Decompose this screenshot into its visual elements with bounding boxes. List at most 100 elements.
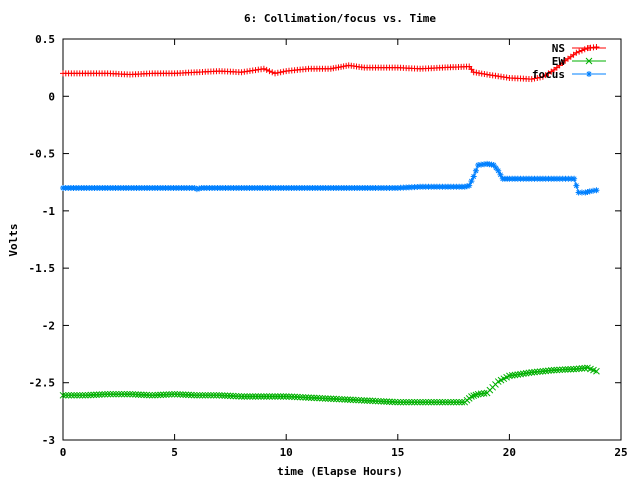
data-point [366, 397, 374, 405]
data-point [112, 390, 120, 398]
data-point [204, 391, 212, 399]
data-point [534, 74, 541, 81]
data-point [430, 398, 438, 406]
data-point [115, 390, 123, 398]
data-point [274, 69, 281, 76]
data-point [508, 372, 516, 379]
data-point [575, 189, 582, 196]
legend-marker [586, 71, 592, 77]
data-point [408, 398, 416, 406]
data-point [497, 171, 504, 178]
data-point [578, 189, 585, 196]
data-point [470, 392, 478, 400]
data-point [372, 397, 379, 405]
data-point [570, 365, 577, 373]
data-point [522, 369, 530, 377]
data-point [79, 391, 86, 399]
data-point [324, 395, 332, 402]
data-point [310, 394, 318, 402]
data-point [313, 394, 321, 402]
data-point [229, 392, 237, 400]
data-point [288, 393, 296, 401]
data-point [271, 393, 279, 400]
series-NS [60, 44, 600, 83]
data-point [584, 188, 591, 195]
data-point [330, 395, 337, 403]
data-point [84, 391, 92, 399]
y-tick-label: 0.5 [35, 33, 55, 46]
data-point [528, 369, 536, 376]
data-point [533, 368, 541, 376]
data-point [157, 391, 165, 399]
data-point [573, 182, 580, 189]
data-point [193, 186, 200, 193]
legend-marker [586, 45, 592, 51]
y-axis-label: Volts [7, 223, 20, 256]
data-point [260, 393, 268, 400]
data-point [252, 393, 259, 400]
data-point [419, 398, 427, 406]
data-point [319, 394, 326, 402]
data-point [207, 391, 215, 399]
data-point [165, 391, 173, 398]
data-point [294, 393, 301, 401]
data-point [470, 173, 477, 180]
data-point [151, 391, 159, 399]
data-point [411, 398, 418, 406]
data-point [266, 68, 273, 75]
data-point [299, 393, 307, 401]
data-point [575, 365, 583, 373]
data-point [176, 391, 184, 398]
x-tick-label: 5 [171, 446, 178, 459]
data-point [397, 398, 404, 406]
plot-frame [62, 38, 622, 441]
data-point [461, 183, 468, 190]
data-point [493, 164, 500, 171]
data-point [227, 392, 234, 400]
data-point [70, 391, 78, 399]
chart-title: 6: Collimation/focus vs. Time [244, 12, 436, 25]
data-point [455, 398, 463, 406]
data-point [210, 391, 218, 399]
data-point [232, 392, 240, 400]
data-point [495, 167, 502, 174]
data-point [559, 366, 566, 374]
data-point [472, 391, 480, 399]
data-point [360, 397, 368, 404]
data-point [466, 182, 473, 189]
x-tick-label: 0 [60, 446, 67, 459]
data-point [564, 366, 572, 373]
data-point [109, 390, 117, 398]
data-point [191, 184, 198, 191]
data-point [215, 391, 223, 399]
data-point [246, 393, 254, 400]
data-point [168, 390, 176, 398]
data-point [274, 393, 282, 400]
axis-ticks: 0 5 10 15 20 25 0.5 0 -0.5 -1 -1.5 -2 -2.5 -3 [29, 33, 628, 459]
data-point [93, 391, 100, 399]
data-point [187, 391, 195, 399]
data-point [536, 368, 544, 375]
data-point [525, 369, 533, 377]
data-point [249, 393, 257, 400]
data-point [458, 398, 466, 406]
data-point [539, 367, 547, 375]
data-point [238, 393, 245, 400]
data-point [405, 398, 413, 406]
data-point [160, 391, 167, 399]
data-point [307, 394, 315, 402]
data-point [73, 391, 81, 399]
data-point [62, 391, 70, 399]
data-point [263, 66, 270, 73]
data-point [531, 368, 538, 376]
data-point [380, 398, 388, 405]
data-point [413, 398, 421, 406]
x-tick-label: 10 [280, 446, 293, 459]
data-point [302, 394, 310, 401]
data-point [182, 391, 190, 399]
data-point [383, 398, 390, 405]
data-point [282, 393, 290, 400]
y-tick-label: -1 [42, 205, 56, 218]
data-point [240, 393, 248, 400]
